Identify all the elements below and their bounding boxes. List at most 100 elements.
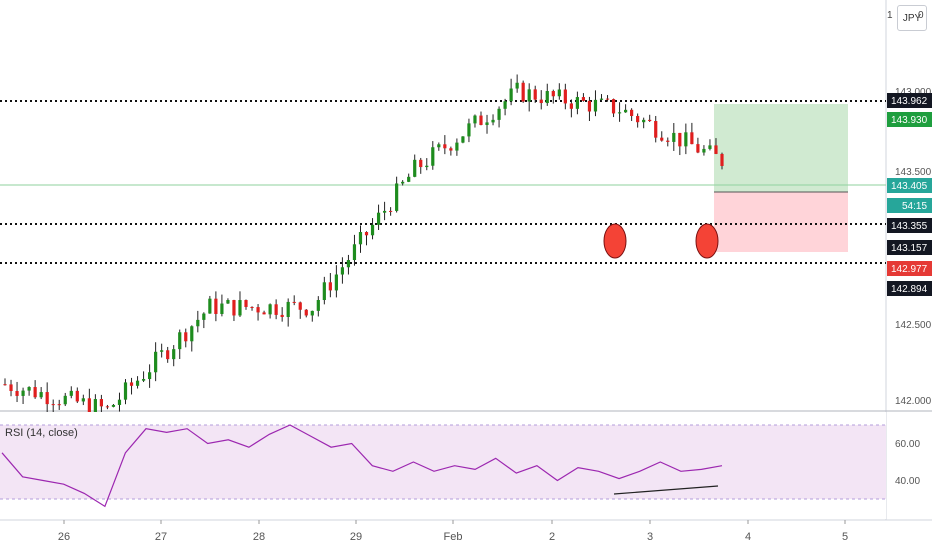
candle-body[interactable]	[123, 382, 128, 400]
candle-body[interactable]	[298, 302, 302, 310]
candle-body[interactable]	[172, 349, 176, 360]
candle-body[interactable]	[262, 312, 266, 315]
candle-body[interactable]	[214, 298, 218, 314]
candle-body[interactable]	[154, 351, 158, 373]
candle-body[interactable]	[238, 300, 242, 316]
candle-body[interactable]	[678, 132, 682, 147]
candle-body[interactable]	[117, 399, 122, 405]
candle-body[interactable]	[623, 109, 628, 113]
candle-body[interactable]	[382, 210, 387, 213]
candle-body[interactable]	[292, 301, 296, 303]
candle-body[interactable]	[286, 301, 290, 317]
candle-body[interactable]	[141, 379, 146, 381]
candle-body[interactable]	[497, 108, 501, 120]
candle-body[interactable]	[196, 319, 200, 327]
candle-body[interactable]	[654, 120, 658, 138]
candle-body[interactable]	[708, 145, 712, 149]
candle-body[interactable]	[280, 314, 284, 317]
candle-body[interactable]	[226, 300, 230, 304]
candle-body[interactable]	[479, 115, 483, 125]
candle-body[interactable]	[714, 145, 718, 154]
candle-body[interactable]	[256, 307, 260, 313]
candle-body[interactable]	[75, 390, 79, 402]
candle-body[interactable]	[684, 132, 688, 147]
candle-body[interactable]	[425, 165, 429, 168]
candle-body[interactable]	[39, 392, 43, 398]
candle-body[interactable]	[395, 183, 399, 211]
candle-body[interactable]	[129, 382, 134, 386]
candle-body[interactable]	[389, 210, 393, 212]
low-marker-2[interactable]	[695, 223, 719, 259]
candle-body[interactable]	[630, 109, 634, 116]
stop-zone[interactable]	[714, 192, 848, 252]
candle-body[interactable]	[93, 399, 97, 415]
candle-body[interactable]	[449, 148, 453, 151]
candle-body[interactable]	[551, 91, 555, 97]
candle-body[interactable]	[581, 97, 586, 101]
candle-body[interactable]	[51, 404, 55, 406]
candle-body[interactable]	[328, 282, 332, 291]
candle-body[interactable]	[485, 122, 489, 125]
candle-body[interactable]	[473, 115, 477, 124]
candle-body[interactable]	[648, 119, 652, 121]
candle-body[interactable]	[599, 98, 604, 100]
candle-body[interactable]	[202, 313, 206, 320]
candle-body[interactable]	[190, 326, 194, 342]
candle-body[interactable]	[515, 82, 519, 89]
rsi-line[interactable]	[1, 424, 723, 508]
candle-body[interactable]	[419, 159, 423, 168]
candle-body[interactable]	[304, 309, 308, 316]
candle-body[interactable]	[593, 99, 598, 112]
candle-body[interactable]	[244, 300, 248, 307]
candle-body[interactable]	[21, 390, 25, 396]
low-marker-1[interactable]	[603, 223, 627, 259]
candle-body[interactable]	[220, 303, 224, 314]
candle-body[interactable]	[690, 132, 694, 145]
candle-body[interactable]	[467, 123, 471, 137]
candle-body[interactable]	[99, 399, 104, 407]
candle-body[interactable]	[232, 300, 236, 316]
candle-body[interactable]	[666, 140, 670, 142]
target-zone[interactable]	[714, 104, 848, 192]
candle-body[interactable]	[15, 391, 19, 396]
candle-body[interactable]	[346, 260, 351, 268]
candle-body[interactable]	[166, 350, 170, 360]
price-axis[interactable]	[886, 0, 932, 520]
candle-body[interactable]	[437, 144, 441, 148]
candle-body[interactable]	[268, 304, 272, 315]
candle-body[interactable]	[557, 89, 561, 97]
candle-body[interactable]	[587, 100, 592, 112]
candle-body[interactable]	[69, 390, 73, 396]
candle-body[interactable]	[461, 136, 465, 143]
candle-body[interactable]	[376, 212, 381, 225]
candle-body[interactable]	[310, 310, 314, 316]
candle-body[interactable]	[208, 298, 212, 314]
candle-body[interactable]	[148, 372, 152, 380]
currency-button[interactable]: JPY	[897, 5, 927, 31]
candle-body[interactable]	[605, 98, 610, 100]
candle-body[interactable]	[364, 232, 369, 236]
candle-body[interactable]	[533, 89, 537, 100]
candle-body[interactable]	[3, 384, 7, 386]
rsi-divergence-line[interactable]	[613, 485, 719, 495]
candle-body[interactable]	[509, 88, 513, 102]
candle-body[interactable]	[636, 115, 640, 123]
candle-body[interactable]	[407, 176, 411, 182]
candle-body[interactable]	[358, 232, 363, 245]
candle-body[interactable]	[660, 137, 664, 141]
candle-body[interactable]	[111, 404, 116, 407]
candle-body[interactable]	[322, 282, 326, 301]
candle-body[interactable]	[503, 101, 507, 109]
candle-body[interactable]	[702, 148, 706, 153]
candle-body[interactable]	[527, 89, 531, 102]
candle-body[interactable]	[672, 132, 676, 142]
candle-body[interactable]	[9, 384, 13, 392]
candle-body[interactable]	[455, 142, 459, 151]
candle-body[interactable]	[184, 332, 188, 342]
candle-body[interactable]	[340, 267, 345, 275]
candle-body[interactable]	[274, 304, 278, 315]
candle-body[interactable]	[57, 404, 61, 406]
candle-body[interactable]	[539, 99, 543, 104]
candle-body[interactable]	[431, 147, 435, 166]
candle-body[interactable]	[81, 398, 85, 402]
